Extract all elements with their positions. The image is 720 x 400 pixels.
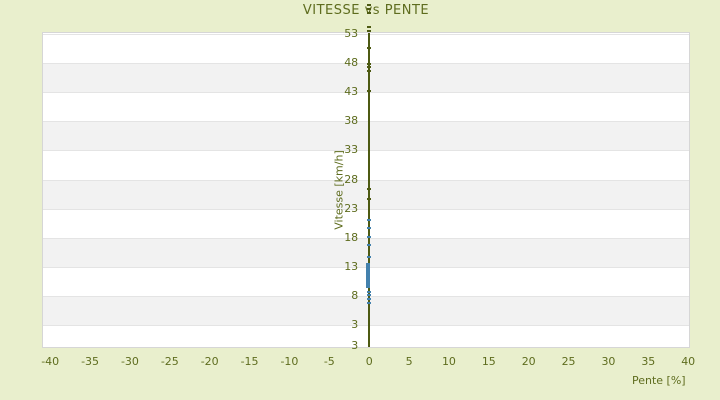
- x-tick-label: 5: [405, 355, 413, 368]
- y-tick-label: 3: [351, 317, 359, 331]
- plot-area: [42, 32, 690, 348]
- x-tick-label: -5: [323, 355, 335, 368]
- x-tick-label: 40: [681, 355, 696, 368]
- chart-title: VITESSE vs PENTE: [302, 3, 430, 18]
- y-tick-label: 13: [344, 259, 359, 273]
- x-tick-label: 20: [521, 355, 536, 368]
- gray-band: [43, 295, 689, 325]
- y-tick-label: 48: [344, 56, 359, 70]
- x-tick-label: -25: [160, 355, 179, 368]
- gridline: [43, 150, 689, 152]
- gray-band: [43, 121, 689, 151]
- y-tick-label: 43: [344, 85, 359, 99]
- y-tick-label: 53: [344, 27, 359, 41]
- y-tick-label: 38: [344, 114, 359, 128]
- y-tick-label: 18: [344, 230, 359, 244]
- gray-band: [43, 179, 689, 209]
- gray-band: [43, 63, 689, 93]
- x-tick-label: 30: [601, 355, 616, 368]
- x-tick-label: 15: [481, 355, 496, 368]
- gridline: [43, 266, 689, 268]
- x-tick-label: 35: [641, 355, 656, 368]
- y-tick-label: 23: [344, 201, 359, 215]
- gridline: [43, 324, 689, 326]
- x-tick-label: 0: [365, 355, 373, 368]
- y-tick-label: 33: [344, 143, 359, 157]
- gridline: [43, 208, 689, 210]
- data-point: [367, 26, 372, 29]
- y-axis-endpoint-label: 3: [351, 339, 359, 352]
- y-axis-title: Vitesse [km/h]: [332, 150, 346, 230]
- x-axis-title: Pente [%]: [632, 374, 686, 387]
- x-tick-label: -30: [120, 355, 139, 368]
- x-tick-label: -35: [81, 355, 100, 368]
- x-tick-label: -40: [41, 355, 60, 368]
- x-tick-label: 25: [561, 355, 576, 368]
- gridline: [43, 295, 689, 297]
- gridline: [43, 63, 689, 65]
- zero-axis-line: [368, 33, 371, 347]
- x-tick-label: 10: [441, 355, 456, 368]
- gridline: [43, 121, 689, 123]
- gridline: [43, 179, 689, 181]
- y-tick-label: 28: [344, 172, 359, 186]
- gray-band: [43, 237, 689, 267]
- x-tick-label: -15: [240, 355, 259, 368]
- x-tick-label: -10: [280, 355, 299, 368]
- gridline: [43, 92, 689, 94]
- x-tick-label: -20: [200, 355, 219, 368]
- y-tick-label: 8: [351, 288, 359, 302]
- gridline: [43, 34, 689, 36]
- gridline: [43, 237, 689, 239]
